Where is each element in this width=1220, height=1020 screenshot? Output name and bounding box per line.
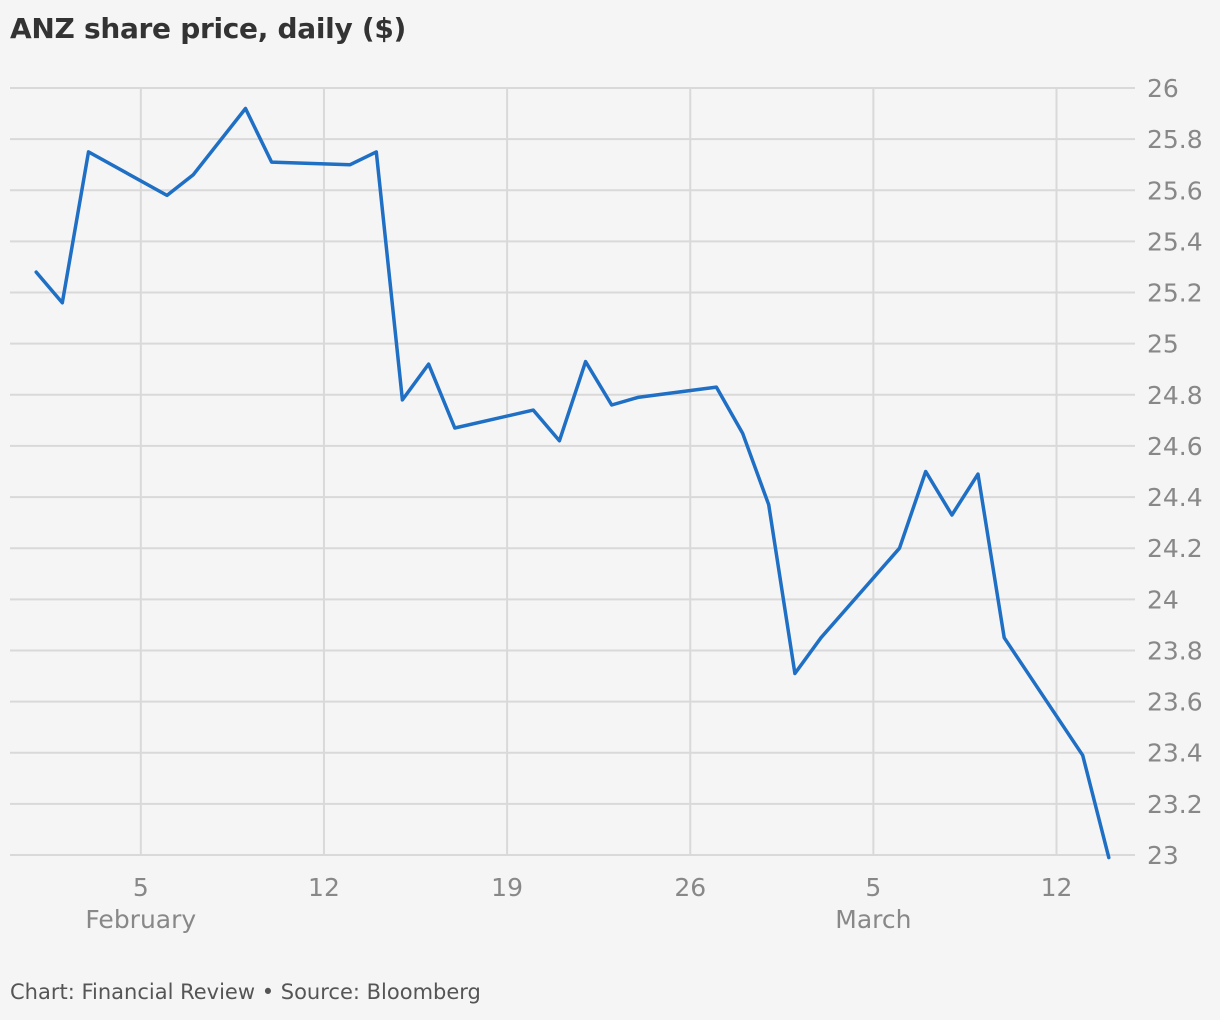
y-tick-label: 25: [1147, 330, 1179, 359]
x-month-label: February: [85, 905, 196, 934]
series-line: [34, 106, 1111, 860]
y-tick-label: 25.6: [1147, 176, 1203, 205]
y-tick-label: 25.4: [1147, 227, 1203, 256]
x-axis-tick-labels: 5 February 12 19 26 5 March 12: [85, 873, 1072, 934]
x-tick-label: 12: [1041, 873, 1073, 902]
y-tick-label: 23.2: [1147, 790, 1203, 819]
horizontal-gridlines: [10, 87, 1135, 856]
chart-title: ANZ share price, daily ($): [10, 12, 407, 45]
x-tick-label: 19: [491, 873, 523, 902]
y-tick-label: 23.6: [1147, 688, 1203, 717]
chart-plot: 26 25.8 25.6 25.4 25.2 25 24.8 24.6 24.4 24.2 24 23…: [10, 74, 1203, 934]
y-tick-label: 24.8: [1147, 381, 1203, 410]
y-tick-label: 25.8: [1147, 125, 1203, 154]
x-month-label: March: [835, 905, 911, 934]
y-tick-label: 23: [1147, 841, 1179, 870]
series-lines: [34, 106, 1111, 860]
x-tick-label: 26: [674, 873, 706, 902]
y-tick-label: 24.4: [1147, 483, 1203, 512]
y-tick-label: 23.8: [1147, 636, 1203, 665]
y-axis-tick-labels: 26 25.8 25.6 25.4 25.2 25 24.8 24.6 24.4 24.2 24 23…: [1147, 74, 1203, 870]
x-tick-label: 5: [133, 873, 149, 902]
vertical-gridlines: [139, 88, 1058, 855]
y-tick-label: 24.2: [1147, 534, 1203, 563]
y-tick-label: 24.6: [1147, 432, 1203, 461]
y-tick-label: 24: [1147, 585, 1179, 614]
y-tick-label: 26: [1147, 74, 1179, 103]
x-tick-label: 12: [308, 873, 340, 902]
x-tick-label: 5: [865, 873, 881, 902]
y-tick-label: 23.4: [1147, 739, 1203, 768]
y-tick-label: 25.2: [1147, 279, 1203, 308]
chart-footer: Chart: Financial Review • Source: Bloomb…: [10, 980, 481, 1004]
